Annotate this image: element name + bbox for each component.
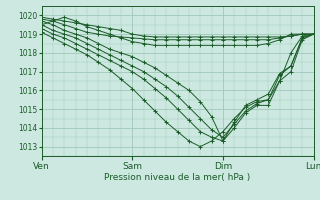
X-axis label: Pression niveau de la mer( hPa ): Pression niveau de la mer( hPa ) (104, 173, 251, 182)
